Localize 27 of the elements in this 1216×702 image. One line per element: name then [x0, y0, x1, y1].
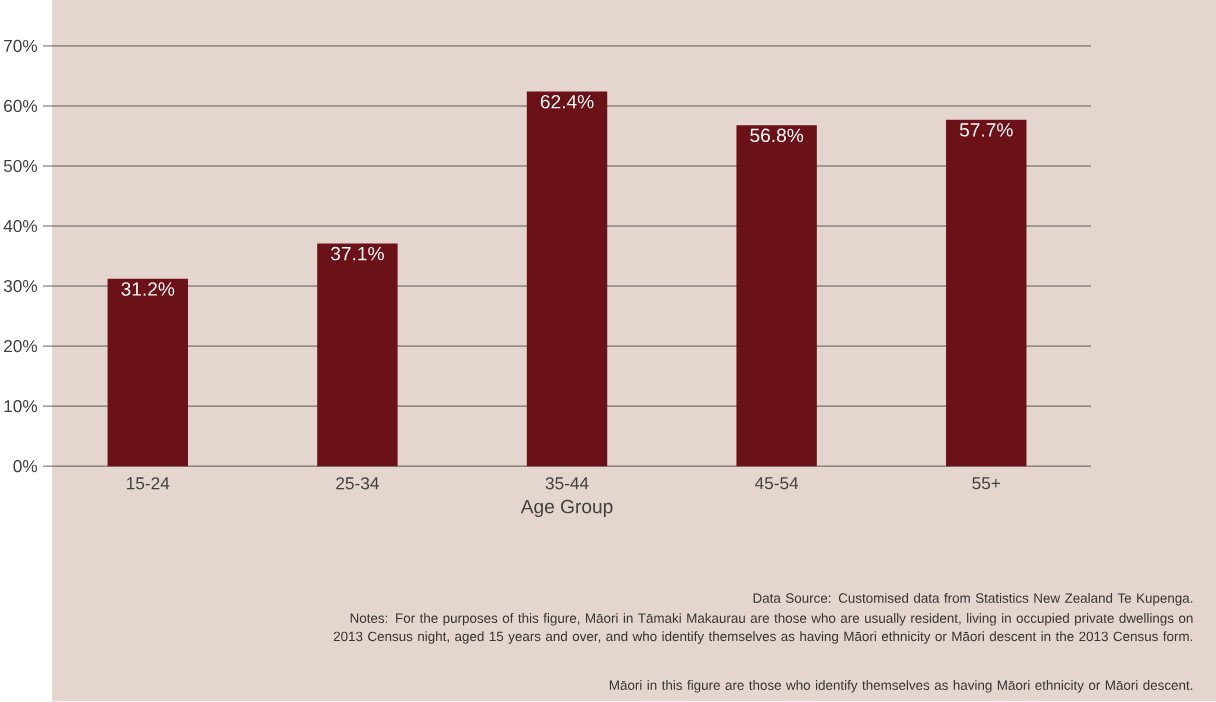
x-tick-label: 45-54: [755, 477, 799, 490]
y-tick-label: 60%: [4, 100, 38, 113]
data-label: 62.4%: [540, 95, 594, 109]
y-tick-label: 30%: [3, 280, 38, 293]
bar: [317, 243, 398, 467]
text: Notes: For the purposes of this figure, Māori in Tāmaki Makaurau are those who are usually resident, living in occupied private dwellings on 2013 Census night, aged 15 years and over, and who identify themselves as having Māori ethnicity or Māori descent in the 2013 Census form.: [333, 613, 1193, 644]
bar: [107, 279, 188, 467]
data-label: 57.7%: [959, 123, 1013, 137]
x-axis-title: Age Group: [520, 499, 613, 518]
y-tick-label: 70%: [4, 40, 38, 53]
bar: [946, 119, 1027, 467]
y-tick-label: 50%: [3, 160, 38, 173]
data-label: 37.1%: [331, 247, 384, 261]
source-note: Data Source: Customised data from Statistics New Zealand Te Kupenga.: [753, 593, 1193, 606]
bar: [526, 91, 608, 467]
data-label: 56.8%: [750, 128, 804, 143]
x-tick-label: 15-24: [127, 477, 170, 490]
y-tick-label: 0%: [13, 460, 38, 473]
bar: [736, 125, 817, 467]
x-tick-label: 25-34: [336, 477, 379, 490]
x-tick-label: 55+: [972, 477, 1001, 490]
y-tick-label: 10%: [4, 400, 38, 413]
y-tick-label: 40%: [3, 220, 38, 233]
y-tick-label: 20%: [4, 340, 38, 353]
data-label: 31.2%: [121, 282, 175, 296]
text: Māori in this figure are those who identify themselves as having Māori ethnicity or Māori descent.: [609, 680, 1193, 693]
x-tick-label: 35-44: [545, 477, 589, 490]
